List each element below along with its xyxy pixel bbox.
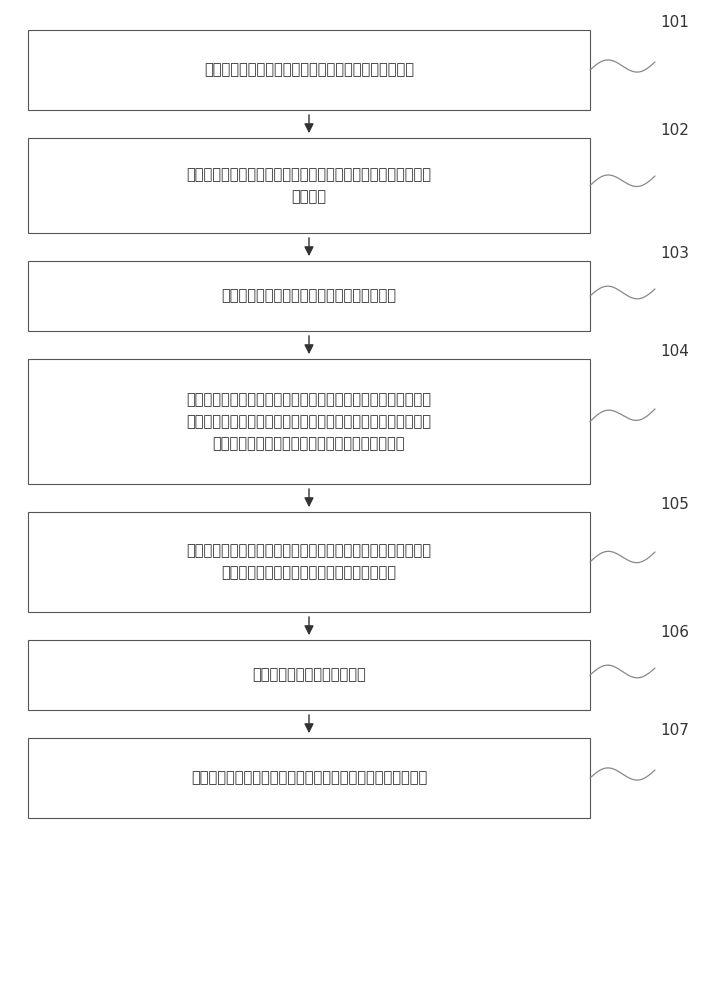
Text: 107: 107 [660,723,689,738]
Bar [28,512,590,612]
Text: 将所述压缩数据头和所述压缩数据合并为最终的压缩输出数据: 将所述压缩数据头和所述压缩数据合并为最终的压缩输出数据 [191,770,427,786]
Text: 106: 106 [660,625,689,640]
Text: 105: 105 [660,497,689,512]
Bar [28,30,590,110]
Text: 101: 101 [660,15,689,30]
Text: 103: 103 [660,246,689,261]
Bar [28,640,590,710]
Text: 102: 102 [660,123,689,138]
Text: 将所述序码和所述量码分别依据构造的所述量子编码词典进行二
进制数据量子化编码，按照顺序将数据量子替换为数据量子编码
，分别得到所述序码的量子码和所述量码的量子码: 将所述序码和所述量码分别依据构造的所述量子编码词典进行二 进制数据量子化编码，按… [186,392,432,451]
Text: 将压缩参数编码为压缩数据头: 将压缩参数编码为压缩数据头 [252,668,366,682]
Text: 对所述序码和所述量码分别构造量子编码词典: 对所述序码和所述量码分别构造量子编码词典 [221,288,396,304]
Bar [28,138,590,233]
Text: 分别针对所述序码的量子码和所述量码的量子码，基于其分别对
应的量子编码词典，进行压缩，得到压缩数据: 分别针对所述序码的量子码和所述量码的量子码，基于其分别对 应的量子编码词典，进行… [186,543,432,581]
Bar [28,359,590,484]
Bar [28,738,590,818]
Text: 104: 104 [660,344,689,359]
Text: 获取输入的源数据，生成所述源数据的二进制编码数据: 获取输入的源数据，生成所述源数据的二进制编码数据 [204,62,414,78]
Bar [28,261,590,331]
Text: 对所述二进制编码数据进行多维游程编码，将源数据码分解为序
码和量码: 对所述二进制编码数据进行多维游程编码，将源数据码分解为序 码和量码 [186,167,432,204]
